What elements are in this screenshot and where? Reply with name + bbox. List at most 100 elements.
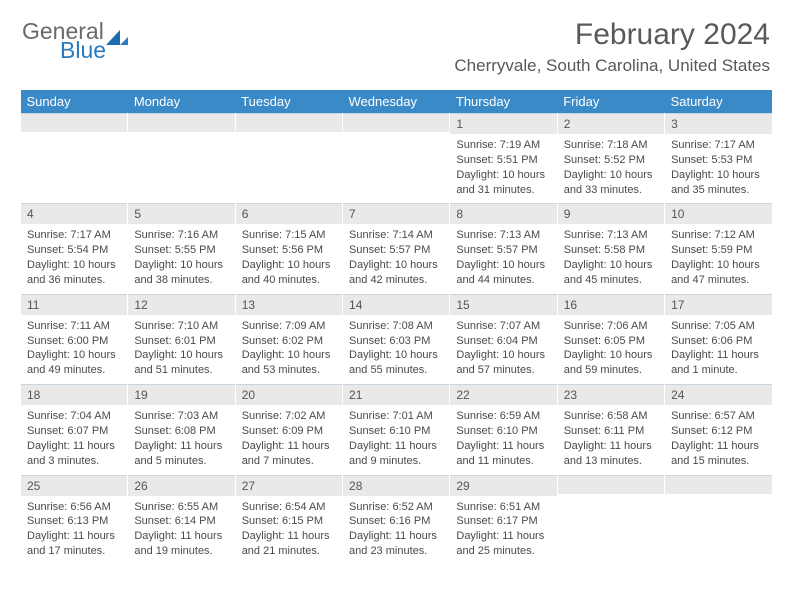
day-cell: 3Sunrise: 7:17 AMSunset: 5:53 PMDaylight… xyxy=(665,113,772,203)
day-cell: 13 Sunrise: 7:09 AMSunset: 6:02 PMDayligh… xyxy=(235,294,342,384)
day-details: Sunrise: 7:04 AMSunset: 6:07 PMDaylight:… xyxy=(21,405,127,474)
day-number: 20 xyxy=(242,388,255,402)
day-number: 25 xyxy=(27,479,40,493)
day-number-bar: 13 xyxy=(236,294,342,315)
day-cell: 11 Sunrise: 7:11 AMSunset: 6:00 PMDayligh… xyxy=(21,294,128,384)
day-details: Sunrise: 7:13 AMSunset: 5:58 PMDaylight:… xyxy=(558,224,664,293)
day-details: Sunrise: 7:01 AMSunset: 6:10 PMDaylight:… xyxy=(343,405,449,474)
day-details: Sunrise: 7:15 AMSunset: 5:56 PMDaylight:… xyxy=(236,224,342,293)
day-details: Sunrise: 7:08 AMSunset: 6:03 PMDaylight:… xyxy=(343,315,449,384)
day-number: 19 xyxy=(134,388,147,402)
daylight-line: Daylight: 10 hours and 44 minutes. xyxy=(456,258,550,288)
day-cell: 21 Sunrise: 7:01 AMSunset: 6:10 PMDayligh… xyxy=(343,384,450,474)
daylight-line: Daylight: 10 hours and 42 minutes. xyxy=(349,258,443,288)
sunset-line: Sunset: 6:13 PM xyxy=(27,514,121,529)
day-details: Sunrise: 7:18 AMSunset: 5:52 PMDaylight:… xyxy=(558,134,664,203)
daylight-line: Daylight: 11 hours and 3 minutes. xyxy=(27,439,121,469)
day-number-bar: 27 xyxy=(236,475,342,496)
sunrise-line: Sunrise: 7:08 AM xyxy=(349,319,443,334)
sunrise-line: Sunrise: 7:05 AM xyxy=(671,319,766,334)
day-cell: 20 Sunrise: 7:02 AMSunset: 6:09 PMDayligh… xyxy=(235,384,342,474)
day-number-bar: 5 xyxy=(128,203,234,224)
daylight-line: Daylight: 11 hours and 21 minutes. xyxy=(242,529,336,559)
day-cell: 23Sunrise: 6:58 AMSunset: 6:11 PMDayligh… xyxy=(557,384,664,474)
weekday-thursday: Thursday xyxy=(450,90,557,113)
empty-cell xyxy=(665,475,772,565)
sunset-line: Sunset: 5:57 PM xyxy=(456,243,550,258)
day-details: Sunrise: 7:11 AMSunset: 6:00 PMDaylight:… xyxy=(21,315,127,384)
weekday-friday: Friday xyxy=(557,90,664,113)
day-number-bar: 2 xyxy=(558,113,664,134)
daylight-line: Daylight: 10 hours and 49 minutes. xyxy=(27,348,121,378)
sunrise-line: Sunrise: 7:19 AM xyxy=(456,138,550,153)
sunrise-line: Sunrise: 7:11 AM xyxy=(27,319,121,334)
day-cell: 26Sunrise: 6:55 AMSunset: 6:14 PMDayligh… xyxy=(128,475,235,565)
day-cell: 8Sunrise: 7:13 AMSunset: 5:57 PMDaylight… xyxy=(450,203,557,293)
sunset-line: Sunset: 6:12 PM xyxy=(671,424,766,439)
day-cell: 9Sunrise: 7:13 AMSunset: 5:58 PMDaylight… xyxy=(557,203,664,293)
sunset-line: Sunset: 6:00 PM xyxy=(27,334,121,349)
day-number: 2 xyxy=(564,117,571,131)
day-cell: 15Sunrise: 7:07 AMSunset: 6:04 PMDayligh… xyxy=(450,294,557,384)
daylight-line: Daylight: 11 hours and 17 minutes. xyxy=(27,529,121,559)
day-number-bar: 25 xyxy=(21,475,127,496)
day-details: Sunrise: 7:09 AMSunset: 6:02 PMDaylight:… xyxy=(236,315,342,384)
day-cell: 12Sunrise: 7:10 AMSunset: 6:01 PMDayligh… xyxy=(128,294,235,384)
sunset-line: Sunset: 5:51 PM xyxy=(456,153,550,168)
weekday-tuesday: Tuesday xyxy=(235,90,342,113)
day-number-bar: 26 xyxy=(128,475,234,496)
day-number: 10 xyxy=(671,207,684,221)
day-number: 28 xyxy=(349,479,362,493)
day-number-bar: 3 xyxy=(665,113,772,134)
title-block: February 2024 Cherryvale, South Carolina… xyxy=(454,18,770,76)
week-row: 4Sunrise: 7:17 AMSunset: 5:54 PMDaylight… xyxy=(21,203,773,293)
sunrise-line: Sunrise: 7:02 AM xyxy=(242,409,336,424)
day-details: Sunrise: 6:52 AMSunset: 6:16 PMDaylight:… xyxy=(343,496,449,565)
day-number: 5 xyxy=(134,207,141,221)
sunrise-line: Sunrise: 7:18 AM xyxy=(564,138,658,153)
sunrise-line: Sunrise: 7:07 AM xyxy=(456,319,550,334)
day-cell: 19Sunrise: 7:03 AMSunset: 6:08 PMDayligh… xyxy=(128,384,235,474)
day-details: Sunrise: 7:10 AMSunset: 6:01 PMDaylight:… xyxy=(128,315,234,384)
day-number: 24 xyxy=(671,388,684,402)
day-cell: 28 Sunrise: 6:52 AMSunset: 6:16 PMDayligh… xyxy=(343,475,450,565)
day-number: 23 xyxy=(564,388,577,402)
sunrise-line: Sunrise: 7:12 AM xyxy=(671,228,766,243)
day-number-bar: 1 xyxy=(450,113,556,134)
day-number: 11 xyxy=(27,298,39,312)
day-number: 13 xyxy=(242,298,255,312)
day-details: Sunrise: 7:02 AMSunset: 6:09 PMDaylight:… xyxy=(236,405,342,474)
week-row: 25Sunrise: 6:56 AMSunset: 6:13 PMDayligh… xyxy=(21,475,773,565)
daylight-line: Daylight: 10 hours and 57 minutes. xyxy=(456,348,550,378)
day-number: 14 xyxy=(349,298,362,312)
sunset-line: Sunset: 6:10 PM xyxy=(456,424,550,439)
daylight-line: Daylight: 10 hours and 40 minutes. xyxy=(242,258,336,288)
month-title: February 2024 xyxy=(454,18,770,52)
daylight-line: Daylight: 10 hours and 59 minutes. xyxy=(564,348,658,378)
daylight-line: Daylight: 10 hours and 33 minutes. xyxy=(564,168,658,198)
sunset-line: Sunset: 5:55 PM xyxy=(134,243,228,258)
day-number: 6 xyxy=(242,207,249,221)
sunset-line: Sunset: 5:52 PM xyxy=(564,153,658,168)
sunset-line: Sunset: 6:11 PM xyxy=(564,424,658,439)
sunrise-line: Sunrise: 6:52 AM xyxy=(349,500,443,515)
day-cell: 6 Sunrise: 7:15 AMSunset: 5:56 PMDaylight… xyxy=(235,203,342,293)
day-number-bar: 22 xyxy=(450,384,556,405)
day-details: Sunrise: 6:59 AMSunset: 6:10 PMDaylight:… xyxy=(450,405,556,474)
day-cell: 7Sunrise: 7:14 AMSunset: 5:57 PMDaylight… xyxy=(343,203,450,293)
weekday-header-row: SundayMondayTuesdayWednesdayThursdayFrid… xyxy=(21,90,773,113)
day-number: 21 xyxy=(349,388,362,402)
day-cell: 16Sunrise: 7:06 AMSunset: 6:05 PMDayligh… xyxy=(557,294,664,384)
sunset-line: Sunset: 5:54 PM xyxy=(27,243,121,258)
day-number-bar: 14 xyxy=(343,294,449,315)
day-cell: 14 Sunrise: 7:08 AMSunset: 6:03 PMDayligh… xyxy=(343,294,450,384)
sunset-line: Sunset: 6:01 PM xyxy=(134,334,228,349)
sunset-line: Sunset: 6:15 PM xyxy=(242,514,336,529)
day-number-bar: 24 xyxy=(665,384,772,405)
day-number-bar: 23 xyxy=(558,384,664,405)
day-details: Sunrise: 7:19 AMSunset: 5:51 PMDaylight:… xyxy=(450,134,556,203)
day-cell: 24Sunrise: 6:57 AMSunset: 6:12 PMDayligh… xyxy=(665,384,772,474)
sunrise-line: Sunrise: 6:56 AM xyxy=(27,500,121,515)
day-number-bar xyxy=(665,475,772,494)
day-details: Sunrise: 6:54 AMSunset: 6:15 PMDaylight:… xyxy=(236,496,342,565)
